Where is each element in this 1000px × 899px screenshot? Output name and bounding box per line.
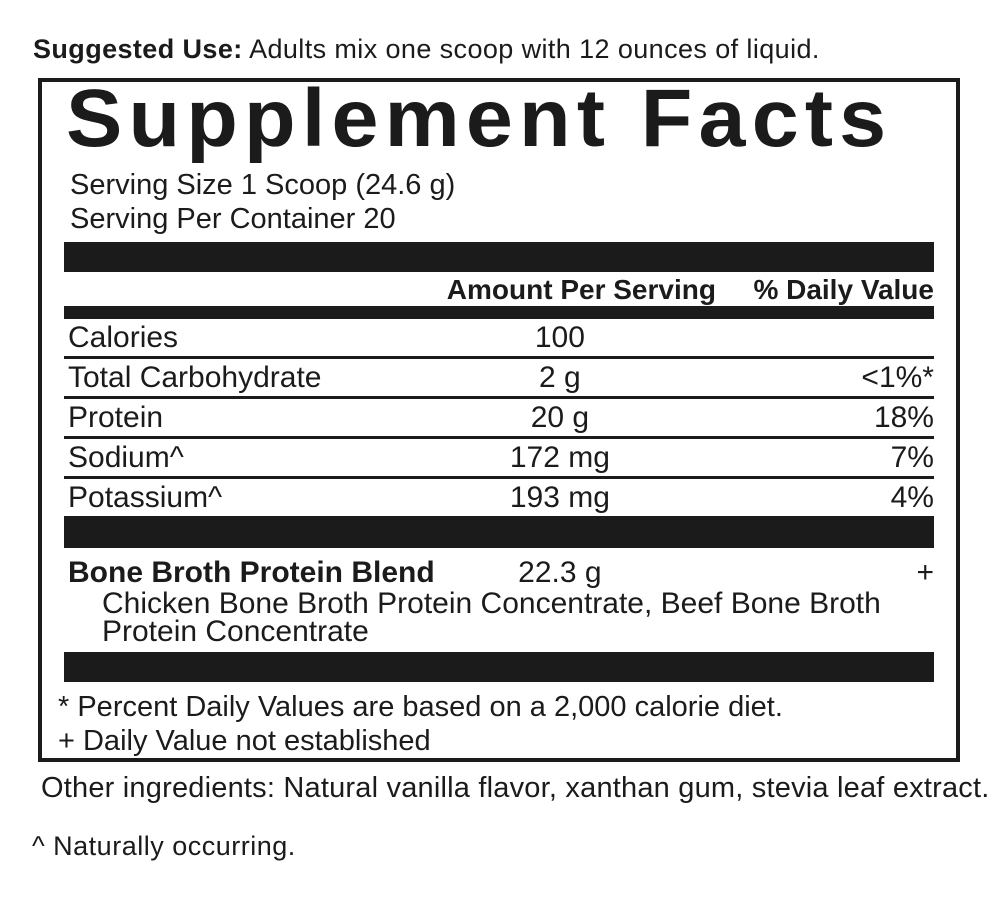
nutrient-rows: Calories 100 Total Carbohydrate 2 g <1%*…: [42, 319, 956, 516]
separator-bar-under-header: [64, 306, 934, 319]
nutrient-row-total-carbohydrate: Total Carbohydrate 2 g <1%*: [64, 356, 934, 396]
nutrient-label: Potassium^: [68, 480, 223, 514]
nutrient-label: Sodium^: [68, 440, 184, 474]
column-header-amount: Amount Per Serving: [446, 274, 716, 305]
column-header-row: Amount Per Serving % Daily Value: [64, 272, 934, 306]
nutrient-row-protein: Protein 20 g 18%: [64, 396, 934, 436]
blend-row: Bone Broth Protein Blend 22.3 g +: [64, 556, 934, 590]
nutrient-amount: 20 g: [530, 400, 590, 434]
nutrient-label: Calories: [68, 320, 179, 354]
blend-daily-value: +: [916, 556, 934, 589]
separator-bar-top: [64, 242, 934, 272]
nutrient-row-sodium: Sodium^ 172 mg 7%: [64, 436, 934, 476]
nutrient-row-potassium: Potassium^ 193 mg 4%: [64, 476, 934, 516]
footnote-daily-value-not-established: + Daily Value not established: [58, 725, 431, 757]
footnote-percent-daily-values: * Percent Daily Values are based on a 2,…: [58, 691, 783, 723]
nutrient-row-calories: Calories 100: [64, 319, 934, 356]
other-ingredients-line: Other ingredients: Natural vanilla flavo…: [41, 772, 990, 804]
nutrient-label: Protein: [68, 400, 164, 434]
separator-bar-bottom: [64, 652, 934, 682]
supplement-facts-panel: Supplement Facts Serving Size 1 Scoop (2…: [38, 78, 960, 762]
nutrient-amount: 2 g: [539, 360, 581, 394]
nutrient-amount: 193 mg: [509, 480, 610, 514]
suggested-use-label: Suggested Use:: [33, 34, 243, 64]
column-header-daily-value: % Daily Value: [753, 274, 934, 305]
nutrient-label: Total Carbohydrate: [68, 360, 322, 394]
blend-amount: 22.3 g: [518, 556, 602, 589]
blend-ingredients: Chicken Bone Broth Protein Concentrate, …: [102, 587, 881, 648]
suggested-use-line: Suggested Use: Adults mix one scoop with…: [33, 34, 820, 65]
nutrient-amount: 172 mg: [509, 440, 610, 474]
blend-label: Bone Broth Protein Blend: [68, 556, 435, 589]
servings-per-container-line: Serving Per Container 20: [70, 203, 396, 235]
nutrient-daily-value: <1%*: [861, 360, 934, 394]
nutrient-daily-value: 4%: [890, 480, 934, 514]
separator-bar-mid: [64, 516, 934, 548]
nutrient-daily-value: 7%: [890, 440, 934, 474]
naturally-occurring-note: ^ Naturally occurring.: [32, 831, 296, 861]
nutrient-daily-value: 18%: [873, 400, 934, 434]
serving-size-line: Serving Size 1 Scoop (24.6 g): [70, 169, 456, 201]
suggested-use-text: Adults mix one scoop with 12 ounces of l…: [242, 34, 820, 64]
panel-title: Supplement Facts: [66, 78, 893, 164]
nutrient-amount: 100: [534, 320, 585, 354]
